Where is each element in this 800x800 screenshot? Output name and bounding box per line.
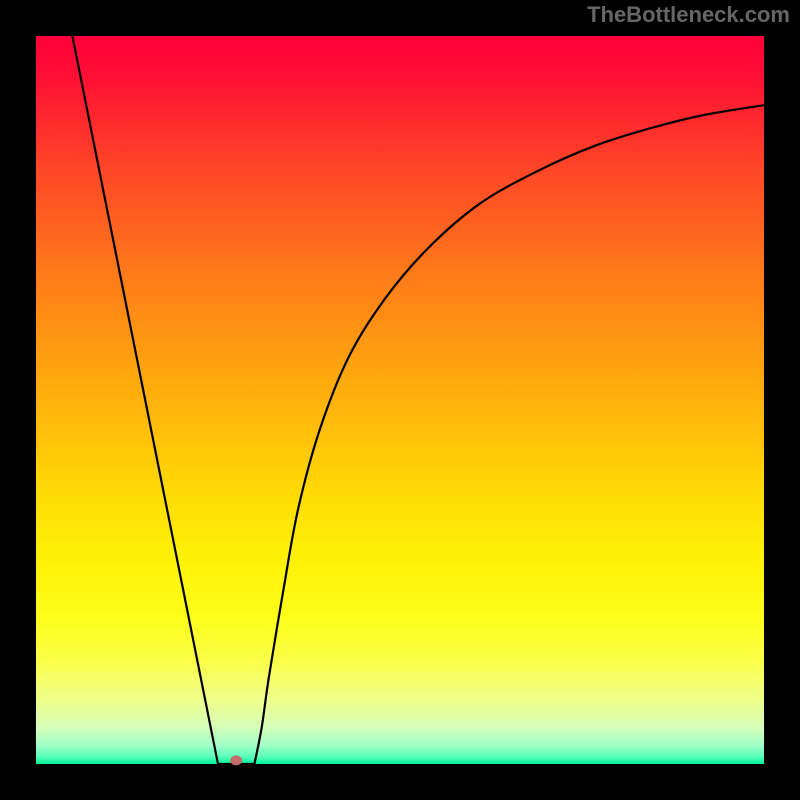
bottleneck-chart: TheBottleneck.com — [0, 0, 800, 800]
optimal-point-marker — [230, 755, 242, 765]
watermark-text: TheBottleneck.com — [587, 2, 790, 27]
